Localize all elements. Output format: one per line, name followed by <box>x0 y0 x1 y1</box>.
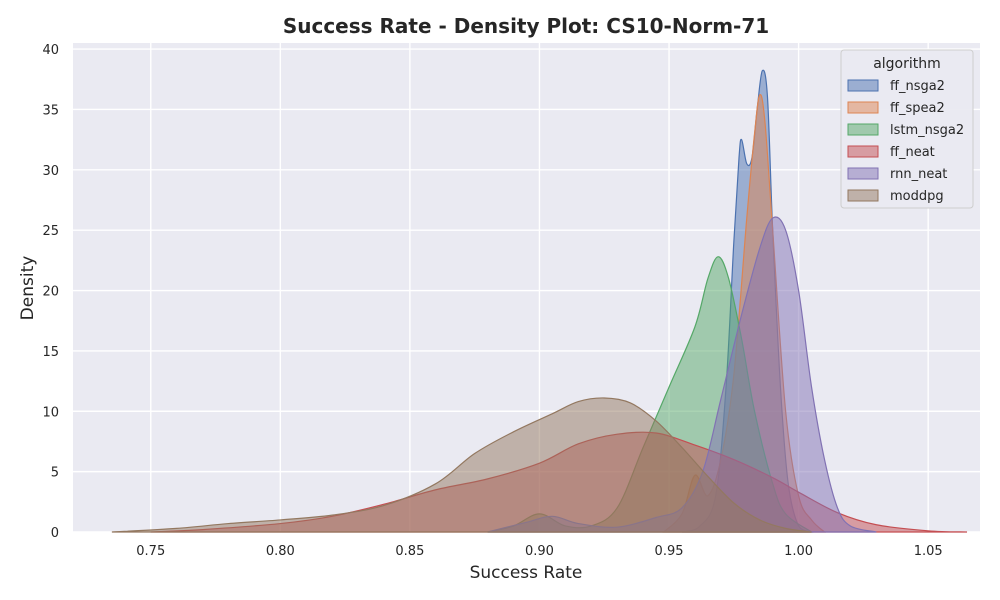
legend-label: lstm_nsga2 <box>890 123 964 138</box>
x-tick-label: 0.90 <box>525 544 554 559</box>
legend-label: ff_neat <box>890 145 935 160</box>
x-tick-label: 0.95 <box>655 544 684 559</box>
legend-swatch <box>847 101 879 114</box>
chart-title: Success Rate - Density Plot: CS10-Norm-7… <box>283 14 769 38</box>
x-tick-label: 1.00 <box>784 544 813 559</box>
legend-title: algorithm <box>873 56 941 72</box>
x-tick-label: 0.80 <box>266 544 295 559</box>
legend-items: ff_nsga2 ff_spea2 lstm_nsga2 ff_neat rnn_nea… <box>847 79 964 204</box>
x-tick-label: 0.85 <box>395 544 424 559</box>
y-tick-label: 5 <box>51 466 59 481</box>
y-axis-label: Density <box>18 256 38 321</box>
y-tick-label: 20 <box>42 285 59 300</box>
legend-label: moddpg <box>890 189 944 204</box>
x-tick-label: 1.05 <box>914 544 943 559</box>
legend-swatch <box>847 79 879 92</box>
legend: algorithm ff_nsga2ff_spea2lstm_nsga2ff_n… <box>840 49 974 209</box>
legend-swatch <box>847 167 879 180</box>
y-tick-label: 0 <box>51 526 59 541</box>
legend-label: ff_spea2 <box>890 101 945 116</box>
y-tick-label: 15 <box>42 345 59 360</box>
y-tick-label: 25 <box>42 224 59 239</box>
x-axis-label: Success Rate <box>470 563 583 583</box>
legend-swatch <box>847 189 879 202</box>
y-tick-label: 10 <box>42 405 59 420</box>
x-axis-ticks: 0.75 0.80 0.85 0.90 0.95 1.00 1.05 <box>136 544 942 559</box>
legend-swatch <box>847 123 879 136</box>
y-axis-ticks: 0 5 10 15 20 25 30 35 40 <box>42 43 59 541</box>
legend-swatch <box>847 145 879 158</box>
x-tick-label: 0.75 <box>136 544 165 559</box>
y-tick-label: 40 <box>42 43 59 58</box>
legend-label: ff_nsga2 <box>890 79 945 94</box>
y-tick-label: 30 <box>42 164 59 179</box>
y-tick-label: 35 <box>42 103 59 118</box>
density-areas <box>111 69 968 533</box>
legend-label: rnn_neat <box>890 167 947 182</box>
density-area-moddpg <box>111 397 812 533</box>
